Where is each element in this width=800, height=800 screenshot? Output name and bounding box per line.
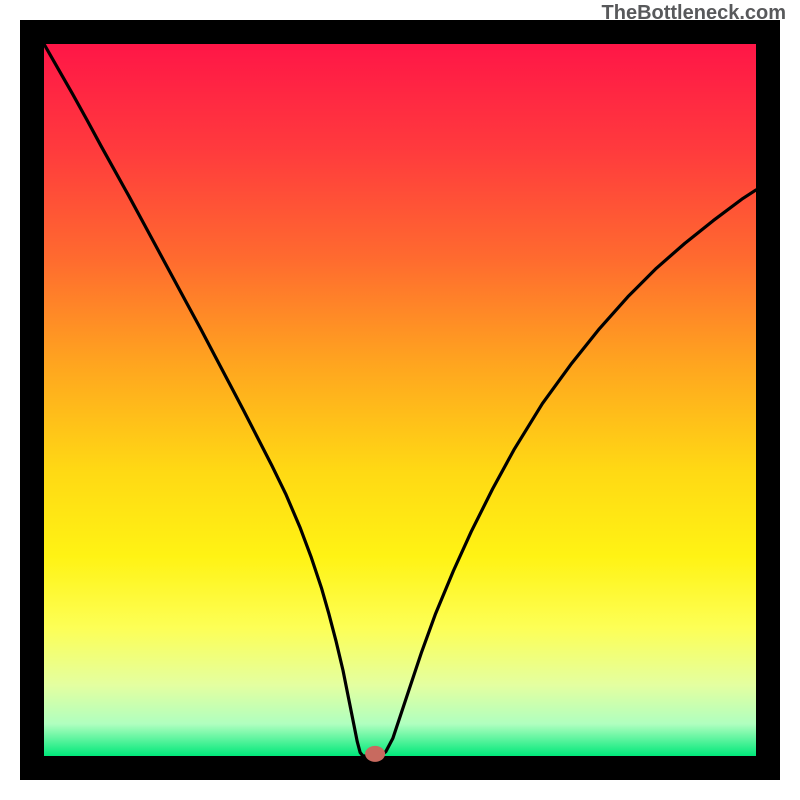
chart-frame: TheBottleneck.com	[0, 0, 800, 800]
bottleneck-marker	[365, 746, 385, 762]
bottleneck-curve-chart	[0, 0, 800, 800]
watermark-text: TheBottleneck.com	[602, 2, 786, 25]
